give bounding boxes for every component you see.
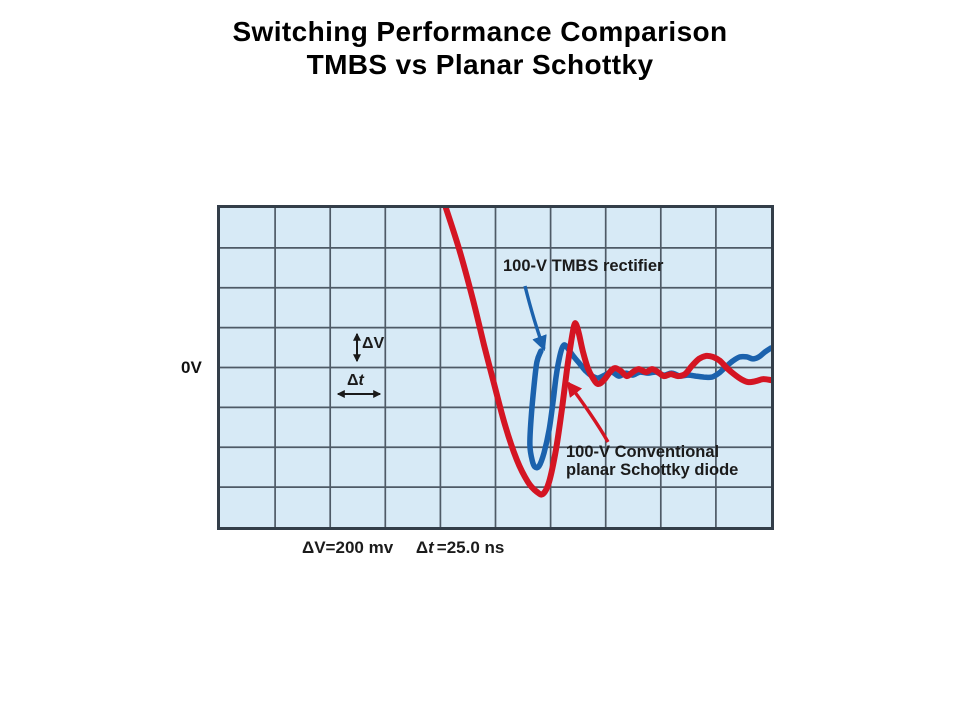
schottky-label: 100-V Conventional planar Schottky diode: [566, 443, 738, 479]
delta-v-label: ΔV: [362, 335, 385, 352]
waveform-canvas: [220, 208, 771, 527]
scale-caption: ΔV=200 mv Δt =25.0 ns: [302, 538, 504, 558]
zero-volt-label: 0V: [181, 358, 202, 377]
waveform-traces: [442, 208, 771, 498]
title-line-1: Switching Performance Comparison: [232, 16, 728, 47]
oscilloscope-grid: 100-V TMBS rectifier 100-V Conventional …: [217, 205, 774, 530]
title-line-2: TMBS vs Planar Schottky: [306, 49, 654, 80]
tmbs-callout-arrow: [523, 285, 547, 352]
delta-v-scale: ΔV=200 mv: [302, 538, 394, 557]
schottky-label-line2: planar Schottky diode: [566, 461, 739, 479]
slide-title: Switching Performance Comparison TMBS vs…: [0, 15, 960, 81]
delta-t-scale: Δt =25.0 ns: [415, 538, 505, 557]
tmbs-label: 100-V TMBS rectifier: [503, 257, 664, 275]
schottky-waveform-trace: [442, 208, 771, 498]
delta-t-label: Δt: [347, 372, 364, 389]
schottky-label-line1: 100-V Conventional: [566, 443, 720, 461]
grid-lines: [220, 208, 771, 527]
schottky-callout-arrow: [566, 381, 610, 443]
